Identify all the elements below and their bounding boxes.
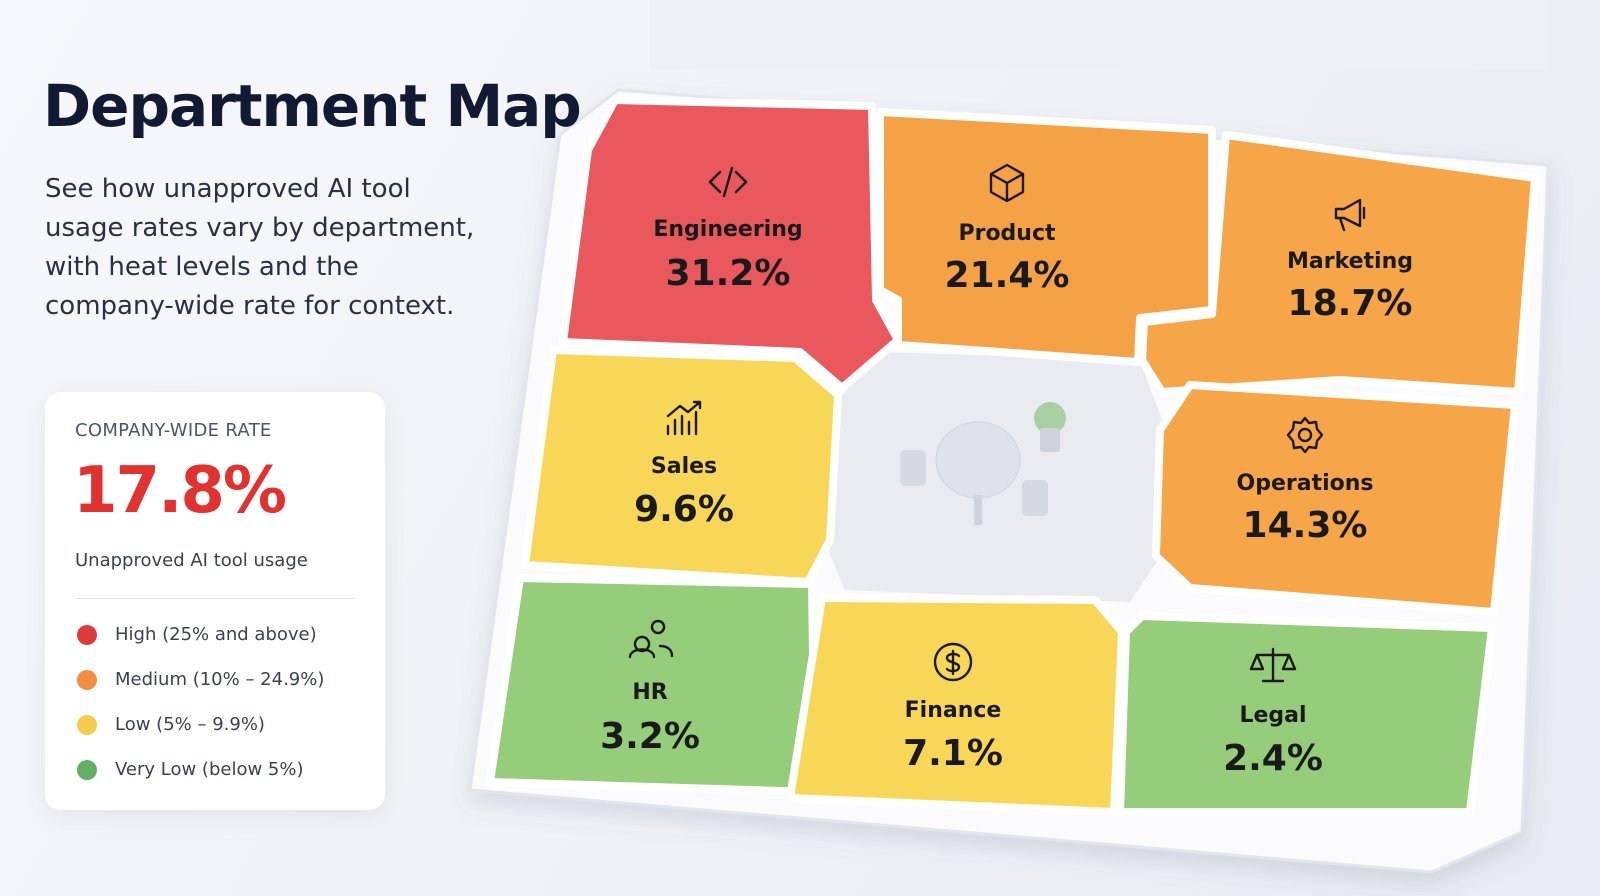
- divider: [75, 598, 355, 599]
- icon-shape: [628, 619, 674, 659]
- department-icon: [989, 163, 1025, 203]
- legend-dot: [77, 714, 97, 735]
- plant: [1034, 402, 1066, 434]
- legend-item: High (25% and above): [77, 624, 317, 645]
- department-rate: 31.2%: [666, 253, 791, 294]
- department-name: Marketing: [1287, 249, 1413, 274]
- department-name: HR: [632, 680, 667, 705]
- department-icon: [708, 166, 748, 198]
- department-icon: [1334, 198, 1366, 232]
- department-icon: [666, 400, 702, 436]
- page-description: See how unapproved AI tool usage rates v…: [45, 174, 475, 321]
- legend-label: Low (5% – 9.9%): [115, 714, 265, 735]
- department-room: [1152, 381, 1519, 616]
- background-window: [650, 0, 1550, 70]
- legend-item: Very Low (below 5%): [77, 759, 304, 780]
- legend-item: Low (5% – 9.9%): [77, 714, 265, 735]
- department-icon: [628, 619, 674, 659]
- legend-dot: [77, 759, 97, 780]
- icon-shape: [1249, 647, 1297, 683]
- department-room: [876, 108, 1216, 366]
- plant-pot: [1040, 428, 1060, 452]
- department-rate: 14.3%: [1243, 505, 1368, 546]
- department-rate: 9.6%: [634, 489, 734, 530]
- summary-caption: Unapproved AI tool usage: [75, 550, 308, 571]
- summary-card: COMPANY-WIDE RATE 17.8% Unapproved AI to…: [45, 392, 385, 810]
- department-name: Sales: [651, 454, 717, 479]
- department-name: Legal: [1239, 703, 1306, 728]
- table: [935, 421, 1021, 499]
- legend-label: Very Low (below 5%): [115, 759, 304, 780]
- icon-shape: [1286, 416, 1324, 454]
- department-rate: 2.4%: [1223, 738, 1323, 779]
- legend-label: Medium (10% – 24.9%): [115, 669, 325, 690]
- department-icon: [1286, 416, 1324, 454]
- summary-label: COMPANY-WIDE RATE: [75, 420, 272, 441]
- icon-shape: [666, 400, 702, 436]
- department-rate: 18.7%: [1288, 283, 1413, 324]
- page-title: Department Map: [43, 72, 582, 140]
- department-icon: [933, 642, 973, 682]
- department-rate: 7.1%: [903, 733, 1003, 774]
- legend-label: High (25% and above): [115, 624, 317, 645]
- icon-shape: [989, 163, 1025, 203]
- department-rate: 21.4%: [945, 255, 1070, 296]
- summary-value: 17.8%: [73, 454, 287, 528]
- department-name: Product: [958, 221, 1056, 246]
- department-room: [786, 594, 1126, 816]
- department-rate: 3.2%: [600, 716, 700, 757]
- icon-shape: [933, 642, 973, 682]
- chair: [1022, 480, 1048, 516]
- table-leg: [974, 495, 982, 525]
- department-name: Operations: [1237, 471, 1374, 496]
- department-name: Engineering: [653, 217, 802, 242]
- department-room: [1138, 131, 1539, 396]
- chair: [900, 450, 926, 486]
- icon-shape: [1334, 198, 1366, 232]
- department-room: [1116, 612, 1496, 816]
- department-room: [559, 96, 902, 392]
- department-name: Finance: [905, 698, 1002, 723]
- legend-dot: [77, 624, 97, 645]
- department-icon: [1249, 647, 1297, 683]
- icon-shape: [708, 166, 748, 198]
- legend-item: Medium (10% – 24.9%): [77, 669, 324, 690]
- legend-dot: [77, 669, 97, 690]
- department-room: [521, 346, 842, 586]
